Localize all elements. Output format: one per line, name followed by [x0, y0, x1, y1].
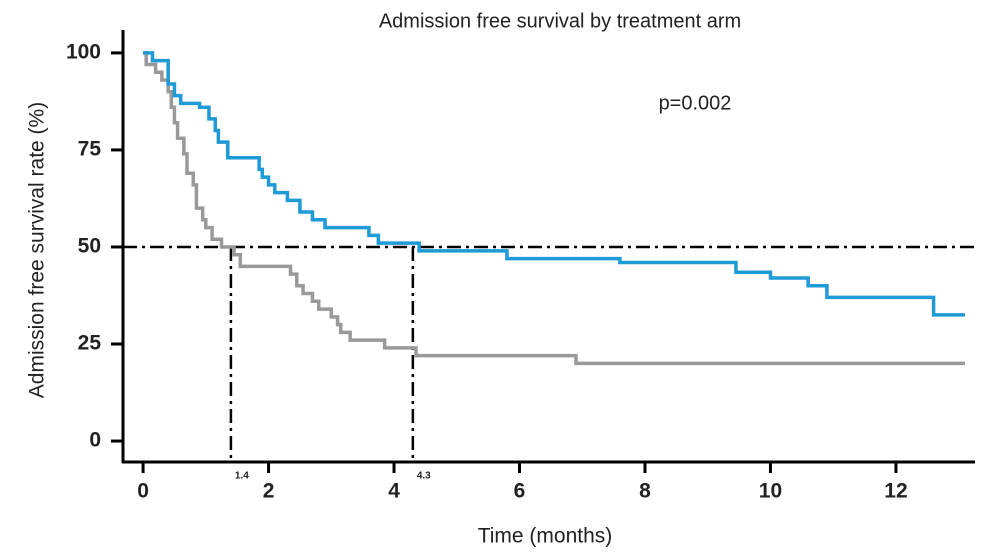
survival-curve [143, 51, 965, 366]
x-tick-label: 10 [759, 480, 782, 503]
x-tick-label: 6 [514, 480, 526, 503]
x-tick-label: 0 [137, 480, 149, 503]
x-tick-label: 8 [639, 480, 651, 503]
x-tick-label: 4 [388, 480, 400, 503]
x-axis-label: Time (months) [478, 525, 613, 548]
y-tick-label: 0 [89, 429, 101, 452]
chart-title: Admission free survival by treatment arm [379, 10, 741, 32]
y-tick-label: 25 [78, 332, 102, 355]
p-value: p=0.002 [659, 92, 732, 114]
x-tick-label: 2 [263, 480, 275, 503]
median-label: 1.4 [235, 471, 249, 482]
y-tick-label: 75 [78, 137, 102, 160]
survival-curve [143, 51, 965, 317]
x-tick-label: 12 [884, 480, 907, 503]
y-tick-label: 100 [66, 40, 101, 63]
y-tick-label: 50 [78, 235, 101, 258]
median-label: 4.3 [417, 471, 431, 482]
y-axis-label: Admission free survival rate (%) [26, 102, 49, 398]
